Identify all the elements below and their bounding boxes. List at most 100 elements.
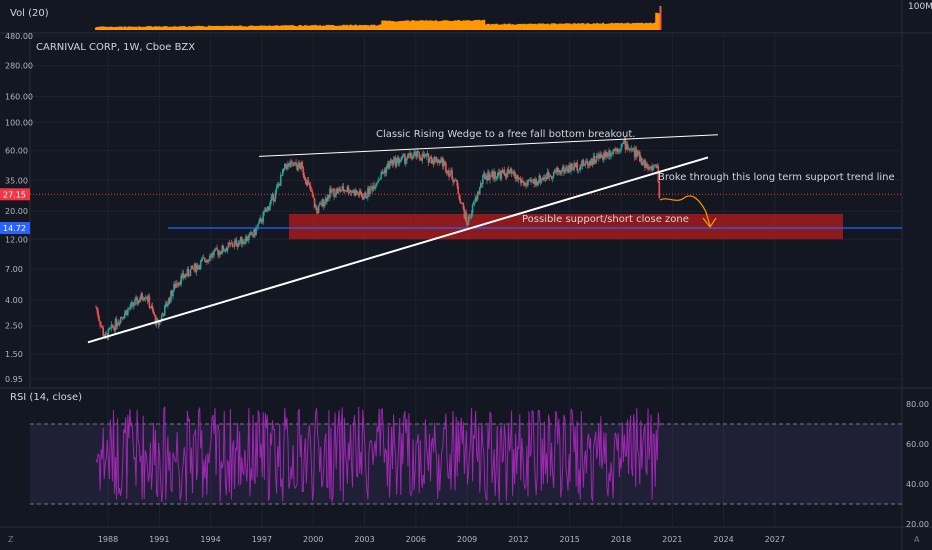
price-candle: [637, 151, 640, 154]
symbol-title[interactable]: CARNIVAL CORP, 1W, Cboe BZX: [36, 42, 196, 53]
price-candle: [110, 324, 113, 329]
price-candle: [525, 183, 527, 186]
price-candle: [453, 180, 455, 183]
price-candle: [395, 159, 398, 167]
price-candle: [657, 165, 660, 183]
price-candle: [531, 181, 533, 183]
breakout-annotation[interactable]: Broke through this long term support tre…: [658, 172, 895, 183]
price-candle: [173, 284, 175, 292]
price-candle: [162, 313, 165, 316]
price-tick-label: 60.00: [5, 147, 28, 156]
current-price-tag-bg: [0, 188, 30, 201]
price-candle: [237, 242, 240, 247]
price-candle: [630, 148, 633, 150]
price-candle: [431, 159, 434, 164]
price-candle: [295, 162, 297, 166]
price-candle: [124, 310, 127, 314]
price-candle: [341, 186, 344, 191]
price-candle: [127, 308, 129, 316]
wedge-resistance-line[interactable]: [258, 134, 719, 157]
price-candle: [641, 158, 643, 166]
price-candle: [114, 319, 117, 331]
time-tick-label: 2009: [457, 535, 477, 544]
price-candle: [292, 162, 294, 166]
price-candle: [138, 300, 140, 303]
price-candle: [226, 247, 229, 252]
price-candle: [465, 212, 468, 223]
price-candle: [238, 241, 241, 243]
price-candle: [577, 169, 580, 171]
price-candle: [169, 297, 171, 302]
price-candle: [129, 307, 131, 309]
price-candle: [451, 170, 453, 180]
price-candle: [254, 229, 256, 236]
price-candle: [211, 252, 213, 258]
price-candle: [279, 175, 282, 186]
zone-annotation[interactable]: Possible support/short close zone: [522, 214, 689, 225]
trend-lines[interactable]: [30, 134, 902, 344]
price-candle: [433, 157, 436, 164]
price-candle: [248, 234, 250, 240]
price-candle: [364, 192, 366, 197]
price-candle: [447, 170, 449, 174]
price-candle: [413, 153, 415, 156]
price-candle: [355, 190, 358, 194]
price-candle: [220, 253, 223, 255]
price-candle: [430, 156, 433, 164]
price-candle: [552, 171, 555, 177]
price-candle: [352, 189, 355, 193]
time-tick-label: 2015: [560, 535, 580, 544]
rsi-title[interactable]: RSI (14, close): [10, 392, 83, 403]
time-tick-label: 2006: [406, 535, 426, 544]
rsi-tick-label: 40.00: [906, 480, 929, 489]
price-candle: [225, 249, 228, 252]
price-candle: [446, 171, 448, 174]
price-candle: [632, 148, 635, 150]
price-candle: [217, 250, 219, 256]
price-candle: [642, 164, 644, 166]
price-candle: [410, 152, 412, 158]
support-zone[interactable]: [289, 213, 843, 240]
price-candle: [503, 169, 506, 174]
price-candle: [633, 148, 636, 157]
price-candle: [595, 155, 598, 161]
price-candle: [582, 159, 585, 166]
price-candle: [240, 236, 243, 245]
price-candle: [620, 144, 623, 150]
price-candle: [312, 196, 315, 199]
price-candle: [541, 178, 544, 180]
support-price-tag: 14.72: [3, 224, 26, 233]
price-candle: [210, 255, 212, 258]
price-candle: [300, 162, 303, 169]
price-candle: [377, 180, 379, 183]
price-candle: [101, 326, 103, 328]
price-candle: [490, 175, 492, 177]
price-candle: [227, 242, 230, 248]
auto-scale-icon[interactable]: A: [914, 535, 920, 544]
price-candle: [296, 165, 298, 171]
price-candle: [221, 245, 224, 254]
price-candle: [487, 172, 489, 181]
price-candle: [289, 163, 291, 167]
price-candle: [100, 325, 102, 327]
timezone-icon[interactable]: Z: [8, 535, 14, 544]
breakout-arrow[interactable]: [659, 195, 711, 227]
price-candle: [444, 161, 446, 163]
price-candle: [214, 248, 216, 252]
price-candle: [178, 282, 180, 285]
price-candle: [338, 188, 340, 190]
price-candle: [152, 309, 155, 315]
price-candle: [472, 202, 475, 205]
price-candle: [579, 164, 582, 170]
price-candle: [607, 156, 609, 157]
support-trend-line[interactable]: [87, 156, 709, 344]
price-candle: [282, 168, 285, 170]
price-candle: [425, 154, 428, 156]
price-candle: [298, 162, 300, 166]
wedge-annotation[interactable]: Classic Rising Wedge to a free fall bott…: [376, 129, 636, 140]
price-candle: [315, 206, 318, 211]
price-candle: [188, 275, 191, 277]
price-candle: [286, 165, 288, 169]
price-candle: [212, 252, 214, 256]
